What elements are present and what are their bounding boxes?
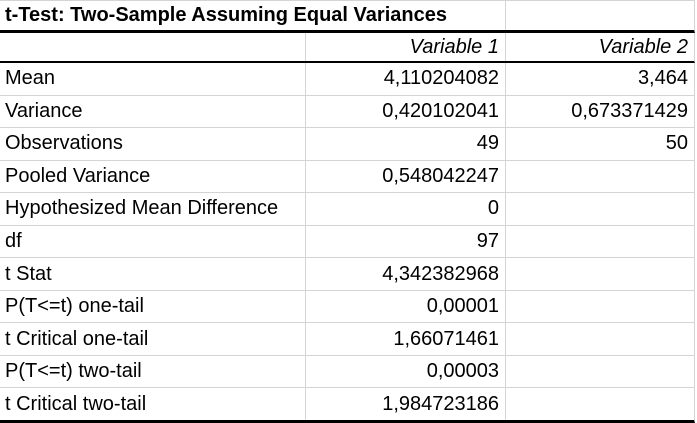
row-label-cell[interactable]: t Stat xyxy=(5,262,52,285)
row-label-cell[interactable]: t Critical one-tail xyxy=(5,327,149,350)
value-cell-variable-2[interactable] xyxy=(505,355,694,388)
row-label-cell[interactable]: Pooled Variance xyxy=(5,164,151,187)
value-cell-variable-1[interactable]: 0,00001 xyxy=(305,290,505,323)
value-cell-variable-2[interactable] xyxy=(505,160,694,193)
value-cell-variable-1[interactable]: 4,110204082 xyxy=(305,63,505,95)
value-cell-variable-2[interactable] xyxy=(505,290,694,323)
value-cell-variable-2[interactable]: 50 xyxy=(505,128,694,160)
value-cell-variable-1[interactable]: 0,548042247 xyxy=(305,160,505,193)
value-cell-variable-1[interactable]: 97 xyxy=(305,225,505,258)
row-label-cell[interactable]: df xyxy=(5,230,22,252)
value-cell-variable-1[interactable]: 0,00003 xyxy=(305,355,505,388)
row-label-cell[interactable]: Observations xyxy=(5,132,123,155)
table-title-row: t-Test: Two-Sample Assuming Equal Varian… xyxy=(0,0,695,33)
table-row: P(T<=t) one-tail 0,00001 xyxy=(0,290,695,324)
table-title[interactable]: t-Test: Two-Sample Assuming Equal Varian… xyxy=(5,4,447,26)
row-label-cell[interactable]: t Critical two-tail xyxy=(5,392,147,415)
table-row: t Stat 4,342382968 xyxy=(0,258,695,291)
table-row: Hypothesized Mean Difference 0 xyxy=(0,193,695,226)
value-cell-variable-2[interactable] xyxy=(505,193,694,225)
value-cell-variable-2[interactable] xyxy=(505,388,694,421)
table-body: Mean 4,110204082 3,464 Variance 0,420102041 0… xyxy=(0,63,697,423)
empty-header-cell[interactable] xyxy=(0,33,305,61)
value-cell-variable-1[interactable]: 0 xyxy=(305,193,505,225)
value-cell-variable-2[interactable] xyxy=(505,323,694,355)
row-label-cell[interactable]: Mean xyxy=(5,67,56,90)
value-cell-variable-1[interactable]: 1,984723186 xyxy=(305,388,505,421)
row-label-cell[interactable]: Variance xyxy=(5,99,83,122)
table-row: P(T<=t) two-tail 0,00003 xyxy=(0,355,695,389)
table-row: Observations 49 50 xyxy=(0,128,695,161)
row-label-cell[interactable]: Hypothesized Mean Difference xyxy=(5,197,279,220)
table-row: t Critical one-tail 1,66071461 xyxy=(0,323,695,356)
value-cell-variable-1[interactable]: 0,420102041 xyxy=(305,95,505,128)
row-label-cell[interactable]: P(T<=t) one-tail xyxy=(5,295,144,318)
value-cell-variable-2[interactable] xyxy=(505,225,694,258)
value-cell-variable-1[interactable]: 49 xyxy=(305,128,505,160)
table-row: Variance 0,420102041 0,673371429 xyxy=(0,95,695,129)
table-row: df 97 xyxy=(0,225,695,259)
table-row: t Critical two-tail 1,984723186 xyxy=(0,388,695,423)
value-cell-variable-2[interactable]: 0,673371429 xyxy=(505,95,694,128)
row-label-cell[interactable]: P(T<=t) two-tail xyxy=(5,360,142,383)
value-cell-variable-1[interactable]: 1,66071461 xyxy=(305,323,505,355)
value-cell-variable-1[interactable]: 4,342382968 xyxy=(305,258,505,290)
column-header-variable-1[interactable]: Variable 1 xyxy=(305,33,505,61)
value-cell-variable-2[interactable]: 3,464 xyxy=(505,63,694,95)
value-cell-variable-2[interactable] xyxy=(505,258,694,290)
column-header-variable-2[interactable]: Variable 2 xyxy=(505,33,694,61)
table-row: Mean 4,110204082 3,464 xyxy=(0,63,695,96)
empty-cell[interactable] xyxy=(505,1,694,30)
table-header-row: Variable 1 Variable 2 xyxy=(0,33,695,63)
table-row: Pooled Variance 0,548042247 xyxy=(0,160,695,194)
